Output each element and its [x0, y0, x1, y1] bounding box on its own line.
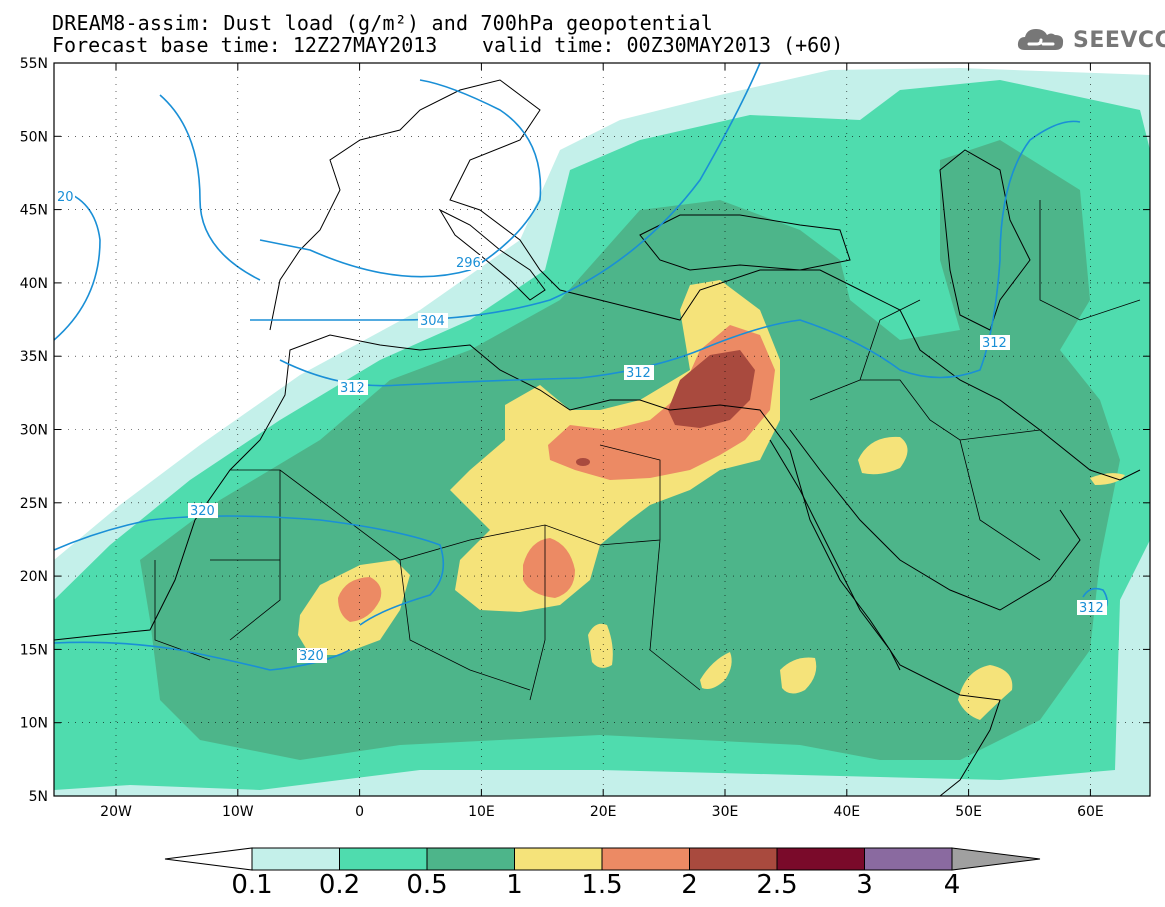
logo-text: SEEVCCC [1073, 28, 1165, 53]
seevccc-logo: SEEVCCC [1015, 24, 1165, 58]
forecast-base-time: Forecast base time: 12Z27MAY2013 [52, 33, 438, 57]
lon-label: 20W [100, 804, 132, 820]
svg-text:320: 320 [299, 649, 324, 664]
colorbar-tick-label: 0.5 [406, 870, 447, 900]
isoline-320-north [54, 515, 445, 626]
lon-label: 10W [222, 804, 254, 820]
colorbar-tick-label: 1.5 [581, 870, 622, 900]
colorbar-left-arrow [164, 847, 253, 871]
svg-text:296: 296 [456, 256, 481, 271]
lat-label: 25N [20, 496, 48, 512]
isoline-296 [159, 79, 542, 281]
isoline-312-west [279, 120, 1081, 387]
dust-contour-1-5-chad [523, 538, 575, 598]
isoline-label: 320 [188, 503, 218, 519]
dust-contour-1-gulf [1090, 473, 1125, 485]
lat-label: 15N [20, 642, 48, 658]
colorbar-swatch [776, 847, 865, 871]
colorbar-swatch [601, 847, 690, 871]
geopotential-isolines [54, 63, 1108, 671]
colorbar-tick-label: 0.2 [319, 870, 360, 900]
colorbar-right-arrow [951, 847, 1041, 871]
svg-text:312: 312 [340, 381, 365, 396]
lon-label: 30E [712, 804, 739, 820]
colorbar-tick-label: 2.5 [756, 870, 797, 900]
lon-label: 10E [468, 804, 495, 820]
dust-contour-1-ethiopia [700, 652, 732, 689]
isoline-304 [249, 63, 761, 321]
isoline-20 [54, 189, 101, 341]
graticule [54, 63, 1150, 796]
map-title: DREAM8-assim: Dust load (g/m²) and 700hP… [52, 11, 714, 35]
colorbar-swatch [864, 847, 953, 871]
colorbar-tick-label: 0.1 [231, 870, 272, 900]
isoline-label: 312 [338, 380, 368, 396]
dust-contour-1-ethiopia2 [780, 657, 817, 694]
isoline-label: 296 [454, 255, 482, 271]
svg-text:312: 312 [626, 366, 651, 381]
italy-coastline [438, 208, 546, 301]
colorbar-tick-label: 4 [944, 870, 961, 900]
caspian-coast [939, 149, 1031, 331]
colorbar-swatch [426, 847, 515, 871]
red-sea-coast [769, 439, 901, 671]
colorbar-swatch [689, 847, 778, 871]
svg-text:304: 304 [420, 314, 445, 329]
lat-label: 5N [29, 789, 48, 805]
black-sea-coast [639, 214, 851, 271]
colorbar-swatch [514, 847, 603, 871]
colorbar: 0.1 0.2 0.5 1 1.5 2 2.5 3 4 [164, 847, 1041, 900]
dust-contour-1-sudan [588, 623, 613, 668]
isoline-label: 312 [980, 335, 1010, 351]
country-borders-asia [809, 200, 1141, 561]
lat-label: 30N [20, 423, 48, 439]
lon-label: 20E [590, 804, 617, 820]
dust-contour-2-small [576, 458, 590, 466]
colorbar-swatch [251, 847, 340, 871]
lat-label: 20N [20, 569, 48, 585]
isoline-320-south [54, 641, 351, 671]
svg-text:312: 312 [982, 336, 1007, 351]
lat-label: 55N [20, 56, 48, 72]
longitude-axis: 20W 10W 0 10E 20E 30E 40E 50E 60E [100, 63, 1104, 820]
lat-label: 45N [20, 203, 48, 219]
lon-label: 50E [955, 804, 982, 820]
cloud-icon [1017, 29, 1064, 50]
colorbar-tick-label: 1 [506, 870, 523, 900]
europe-coastline [269, 79, 1141, 481]
lon-label: 60E [1077, 804, 1104, 820]
lat-label: 50N [20, 129, 48, 145]
dust-contour-1-yemen [958, 665, 1013, 720]
lat-label: 35N [20, 349, 48, 365]
lon-label: 0 [355, 804, 364, 820]
colorbar-tick-label: 3 [856, 870, 873, 900]
isoline-labels: 20 296 304 312 312 312 320 320 312 [55, 189, 1107, 664]
lon-label: 40E [833, 804, 860, 820]
isoline-label: 20 [55, 189, 75, 205]
svg-text:20: 20 [57, 190, 74, 205]
arabian-coast [789, 429, 1081, 611]
coastlines [54, 79, 1141, 796]
valid-time: valid time: 00Z30MAY2013 (+60) [482, 33, 844, 57]
dust-contour-1-5-mali [338, 577, 382, 622]
svg-text:312: 312 [1079, 601, 1104, 616]
latitude-axis: 55N 50N 45N 40N 35N 30N 25N 20N 15N 10N 5N [20, 56, 1150, 805]
dust-load-field [54, 63, 1150, 796]
dust-contour-1-east [858, 436, 908, 475]
isoline-label: 312 [624, 365, 654, 381]
country-borders-africa [154, 444, 701, 701]
isoline-label: 312 [1077, 600, 1107, 616]
lat-label: 10N [20, 716, 48, 732]
colorbar-swatch [339, 847, 428, 871]
svg-text:320: 320 [190, 504, 215, 519]
lat-label: 40N [20, 276, 48, 292]
isoline-label: 320 [297, 648, 327, 664]
colorbar-tick-label: 2 [681, 870, 698, 900]
isoline-label: 304 [418, 313, 448, 329]
